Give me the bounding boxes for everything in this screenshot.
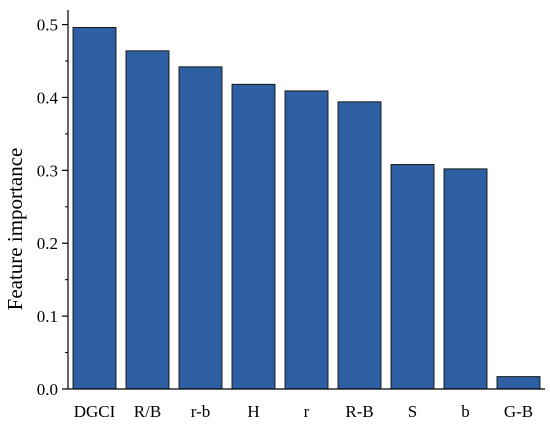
bar-h — [231, 83, 276, 390]
bar-r — [284, 90, 329, 390]
bar-dgci — [72, 26, 117, 390]
x-tick-label: DGCI — [74, 402, 116, 421]
bar-g-b — [496, 376, 541, 390]
bar-s — [390, 164, 435, 390]
y-axis-ticks: 0.0 0.1 0.2 0.3 0.4 0.5 — [37, 16, 68, 399]
y-tick-label: 0.5 — [37, 16, 58, 35]
bars — [72, 26, 541, 390]
y-axis-title: Feature importance — [3, 148, 27, 311]
y-tick-label: 0.0 — [37, 380, 58, 399]
bar-r-b — [337, 101, 382, 390]
y-tick-label: 0.4 — [37, 88, 59, 107]
x-tick-label: b — [461, 402, 470, 421]
y-tick-label: 0.3 — [37, 161, 58, 180]
bar-r-b — [178, 66, 223, 390]
x-tick-label: R-B — [345, 402, 373, 421]
bar-b — [443, 168, 488, 390]
x-tick-label: r — [304, 402, 310, 421]
x-tick-label: r-b — [191, 402, 210, 421]
y-tick-label: 0.1 — [37, 307, 58, 326]
bar-r-b — [125, 50, 170, 390]
x-tick-label: G-B — [504, 402, 533, 421]
x-tick-label: R/B — [134, 402, 161, 421]
x-tick-label: H — [247, 402, 259, 421]
x-tick-label: S — [408, 402, 417, 421]
y-tick-label: 0.2 — [37, 234, 58, 253]
